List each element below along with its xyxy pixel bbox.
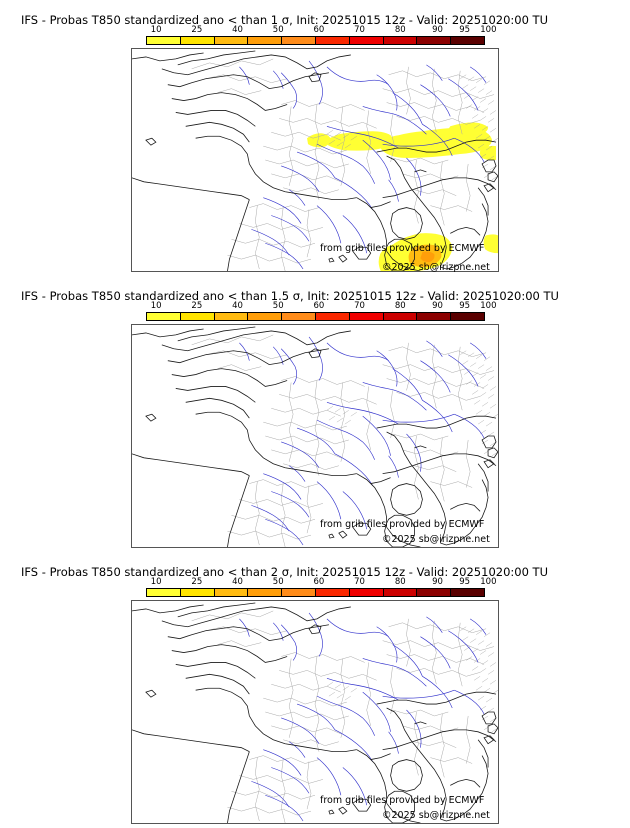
coastlines-layer [132, 602, 498, 823]
colorbar-swatch [417, 37, 452, 44]
data-source-credit-3: from grib files provided by ECMWF [320, 795, 485, 806]
colorbar-tick: 80 [394, 577, 406, 587]
colorbar-swatch [383, 313, 418, 320]
colorbar-tick: 100 [480, 301, 497, 311]
colorbar-swatch [180, 313, 215, 320]
colorbar-swatch [282, 313, 316, 320]
panel-title-3: IFS - Probas T850 standardized ano < tha… [21, 565, 548, 579]
colorbar-tick: 95 [459, 25, 471, 35]
colorbar-tick: 60 [313, 25, 325, 35]
colorbar-swatch [180, 37, 215, 44]
colorbar-swatch [147, 313, 181, 320]
colorbar-tick: 50 [272, 25, 284, 35]
forecast-panel-1: IFS - Probas T850 standardized ano < tha… [0, 0, 630, 276]
colorbar-tick: 80 [394, 301, 406, 311]
colorbar-tick: 40 [232, 301, 243, 311]
colorbar-tick: 10 [150, 301, 162, 311]
panel-title-2: IFS - Probas T850 standardized ano < tha… [21, 289, 559, 303]
colorbar-swatch [248, 37, 283, 44]
colorbar-tick: 90 [432, 25, 443, 35]
rivers-layer [239, 60, 487, 270]
colorbar-tick: 70 [354, 25, 365, 35]
colorbar-swatch [451, 589, 484, 596]
colorbar-swatch [451, 313, 484, 320]
colorbar-swatch [451, 37, 484, 44]
weather-map-1[interactable] [131, 48, 499, 272]
admin-boundaries-layer [191, 334, 495, 547]
colorbar-swatch [214, 589, 249, 596]
colorbar-swatch [349, 37, 384, 44]
colorbar-swatch [248, 589, 283, 596]
colorbar-tick: 50 [272, 301, 284, 311]
coastlines-layer [132, 326, 498, 547]
forecast-panel-2: IFS - Probas T850 standardized ano < tha… [0, 276, 630, 552]
colorbar-tick: 50 [272, 577, 284, 587]
colorbar-ticks-3: 10 25 40 50 60 70 80 90 95 100 [146, 577, 497, 588]
panel-title-1: IFS - Probas T850 standardized ano < tha… [21, 13, 548, 27]
colorbar-swatch [180, 589, 215, 596]
colorbar-swatch [315, 313, 350, 320]
colorbar-1: 10 25 40 50 60 70 80 90 95 100 [146, 25, 497, 45]
colorbar-swatch [417, 589, 452, 596]
colorbar-tick: 90 [432, 301, 443, 311]
colorbar-tick: 10 [150, 577, 162, 587]
terrain-shading-layer [326, 626, 498, 733]
colorbar-tick: 25 [191, 301, 203, 311]
colorbar-swatches-3 [146, 588, 485, 597]
admin-boundaries-layer [191, 58, 495, 271]
weather-map-2[interactable] [131, 324, 499, 548]
colorbar-tick: 10 [150, 25, 162, 35]
colorbar-tick: 90 [432, 577, 443, 587]
colorbar-tick: 25 [191, 25, 203, 35]
colorbar-swatch [147, 37, 181, 44]
rivers-layer [239, 612, 487, 822]
colorbar-swatch [214, 313, 249, 320]
colorbar-2: 10 25 40 50 60 70 80 90 95 100 [146, 301, 497, 321]
probability-shading-layer [307, 122, 498, 271]
copyright-credit-3: ©2025 sb@irizpne.net [382, 810, 490, 821]
data-source-credit-2: from grib files provided by ECMWF [320, 519, 485, 530]
terrain-shading-layer [326, 350, 498, 457]
colorbar-swatch [248, 313, 283, 320]
colorbar-tick: 40 [232, 25, 243, 35]
admin-boundaries-layer [191, 610, 495, 823]
colorbar-tick: 100 [480, 25, 497, 35]
data-source-credit-1: from grib files provided by ECMWF [320, 243, 485, 254]
colorbar-tick: 40 [232, 577, 243, 587]
colorbar-swatch [282, 589, 316, 596]
colorbar-tick: 70 [354, 577, 365, 587]
colorbar-swatch [315, 37, 350, 44]
colorbar-swatch [383, 589, 418, 596]
colorbar-swatch [383, 37, 418, 44]
colorbar-ticks-2: 10 25 40 50 60 70 80 90 95 100 [146, 301, 497, 312]
weather-map-3[interactable] [131, 600, 499, 824]
colorbar-tick: 70 [354, 301, 365, 311]
forecast-panel-3: IFS - Probas T850 standardized ano < tha… [0, 552, 630, 828]
colorbar-swatches-1 [146, 36, 485, 45]
colorbar-swatch [315, 589, 350, 596]
colorbar-swatch [214, 37, 249, 44]
copyright-credit-2: ©2025 sb@irizpne.net [382, 534, 490, 545]
colorbar-ticks-1: 10 25 40 50 60 70 80 90 95 100 [146, 25, 497, 36]
colorbar-swatch [417, 313, 452, 320]
colorbar-tick: 95 [459, 301, 471, 311]
rivers-layer [239, 336, 487, 546]
copyright-credit-1: ©2025 sb@irizpne.net [382, 262, 490, 273]
colorbar-tick: 100 [480, 577, 497, 587]
colorbar-tick: 60 [313, 577, 325, 587]
colorbar-tick: 25 [191, 577, 203, 587]
colorbar-swatch [349, 313, 384, 320]
colorbar-swatch [282, 37, 316, 44]
colorbar-swatch [349, 589, 384, 596]
terrain-shading-layer [326, 74, 498, 181]
colorbar-tick: 80 [394, 25, 406, 35]
colorbar-tick: 95 [459, 577, 471, 587]
colorbar-3: 10 25 40 50 60 70 80 90 95 100 [146, 577, 497, 597]
colorbar-swatches-2 [146, 312, 485, 321]
coastlines-layer [132, 50, 498, 271]
colorbar-tick: 60 [313, 301, 325, 311]
colorbar-swatch [147, 589, 181, 596]
